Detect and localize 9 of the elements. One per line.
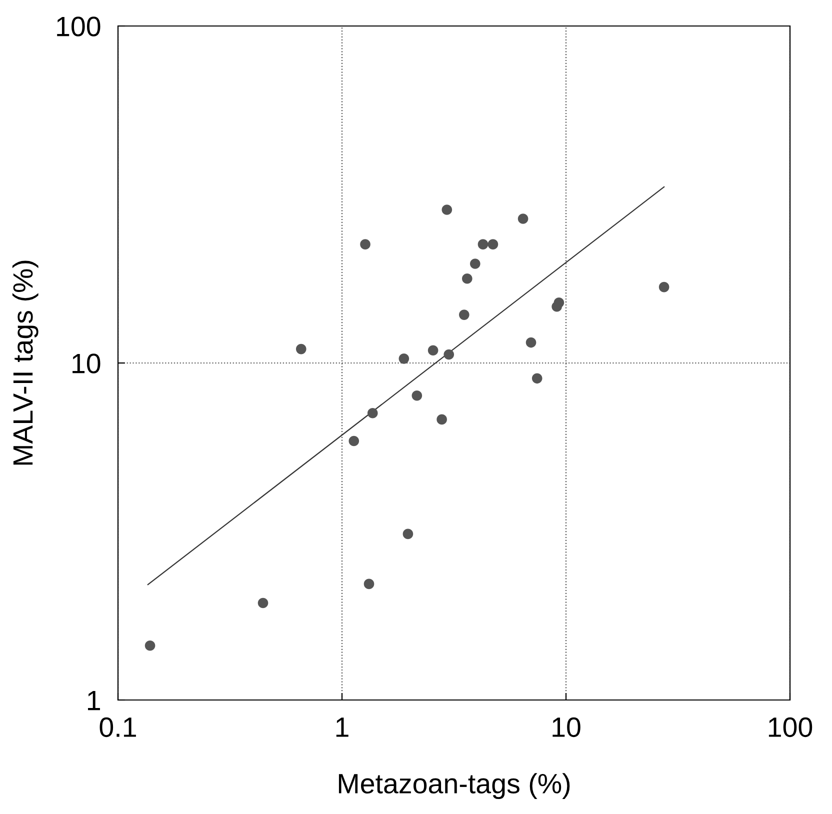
y-tick-label: 10 — [72, 354, 100, 374]
y-axis-title: MALV-II tags (%) — [12, 260, 38, 465]
x-tick-label: 100 — [768, 717, 812, 738]
y-tick-label: 1 — [88, 690, 100, 710]
x-tick-label: 10 — [552, 717, 580, 738]
x-tick-label: 1 — [336, 718, 348, 737]
x-axis-title: Metazoan-tags (%) — [338, 773, 570, 800]
y-tick-label: 100 — [57, 16, 100, 36]
x-tick-label: 0.1 — [100, 717, 136, 738]
